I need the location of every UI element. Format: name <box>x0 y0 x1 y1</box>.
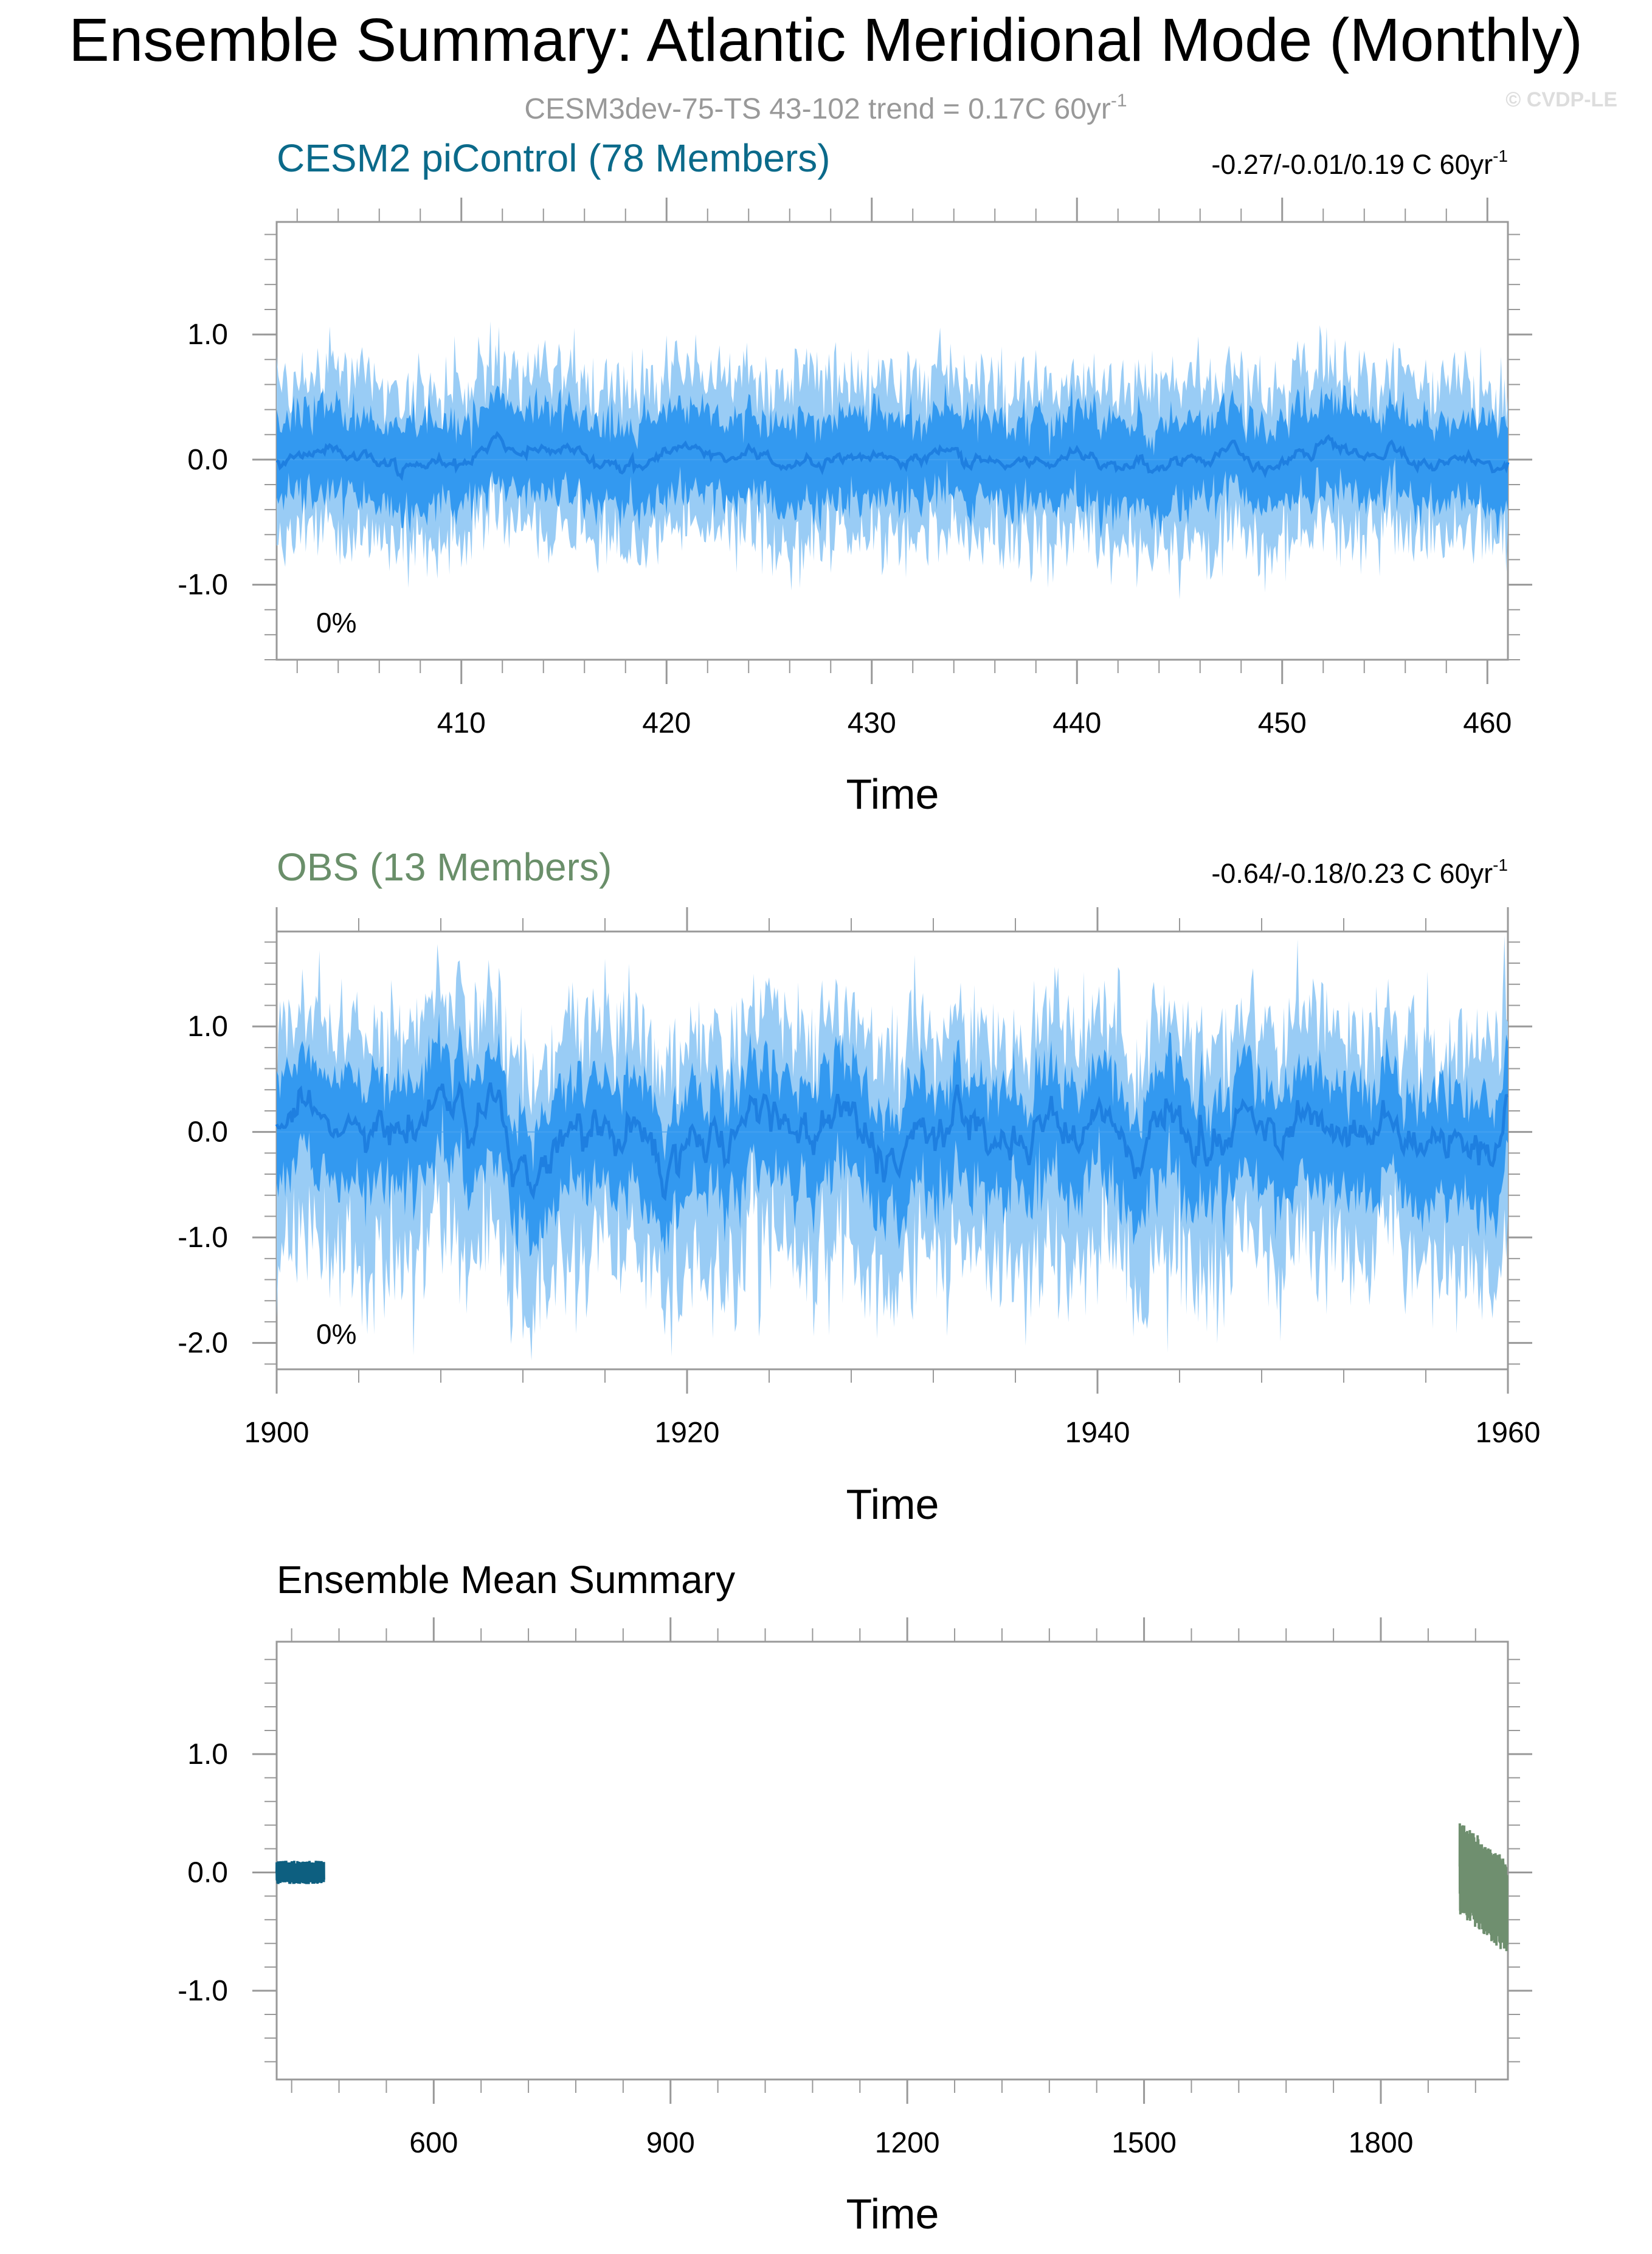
x-tick-label: 1960 <box>1476 1417 1541 1449</box>
y-tick-label: 1.0 <box>187 1738 228 1771</box>
x-tick-label: 1900 <box>244 1417 309 1449</box>
plot-area: -1.0 0.0 1.0 600 900 1200 1500 1800 <box>178 1617 1532 2159</box>
percent-label: 0% <box>316 1318 356 1350</box>
x-tick-label: 1800 <box>1349 2127 1414 2159</box>
x-tick-label: 440 <box>1052 707 1101 739</box>
inner-range-band <box>277 1013 1508 1257</box>
subtitle-text: CESM3dev-75-TS 43-102 trend = 0.17C 60yr <box>524 93 1111 125</box>
subtitle-sup: -1 <box>1111 91 1127 111</box>
x-tick-label: 1920 <box>655 1417 720 1449</box>
y-tick-label: 0.0 <box>187 444 228 476</box>
watermark: © CVDP-LE <box>1505 88 1617 111</box>
x-axis-label: Time <box>846 1481 939 1528</box>
x-tick-label: 410 <box>437 707 486 739</box>
panel-title: OBS (13 Members) <box>277 845 612 889</box>
y-tick-label: -2.0 <box>178 1327 228 1360</box>
panel-title: Ensemble Mean Summary <box>277 1558 735 1602</box>
trend-sup: -1 <box>1493 147 1508 165</box>
panel-ensemble-mean-summary: Ensemble Mean Summary -1.0 0.0 1.0 600 900 12… <box>178 1558 1532 2238</box>
percent-label: 0% <box>316 607 356 638</box>
y-tick-label: 1.0 <box>187 1011 228 1043</box>
panel-obs: OBS (13 Members) -0.64/-0.18/0.23 C 60yr… <box>178 845 1540 1528</box>
y-tick-label: 0.0 <box>187 1116 228 1149</box>
trend-label: -0.27/-0.01/0.19 C 60yr-1 <box>1211 147 1508 180</box>
x-tick-label: 420 <box>642 707 691 739</box>
x-axis-label: Time <box>846 2190 939 2238</box>
inner-range-band <box>277 382 1508 539</box>
plot-frame <box>275 1640 1509 2081</box>
ensemble-mean-line <box>275 430 1510 482</box>
y-tick-label: 0.0 <box>187 1856 228 1889</box>
panel-title: CESM2 piControl (78 Members) <box>277 136 831 180</box>
x-tick-label: 460 <box>1463 707 1512 739</box>
trend-sup: -1 <box>1493 856 1508 874</box>
x-tick-label: 450 <box>1258 707 1307 739</box>
obs-mean-line <box>1458 1823 1509 1951</box>
y-tick-label: -1.0 <box>178 1222 228 1254</box>
trend-label: -0.64/-0.18/0.23 C 60yr-1 <box>1211 856 1508 889</box>
ensemble-mean-line <box>275 1080 1509 1201</box>
y-tick-label: 1.0 <box>187 319 228 351</box>
plot-area: -2.0 -1.0 0.0 1.0 1900 1920 1940 1960 <box>178 907 1540 1449</box>
x-axis-label: Time <box>846 770 939 818</box>
trend-text: -0.64/-0.18/0.23 C 60yr <box>1211 858 1493 889</box>
figure-title: Ensemble Summary: Atlantic Meridional Mo… <box>69 6 1583 74</box>
x-tick-label: 900 <box>646 2127 695 2159</box>
panel-cesm2-picontrol: CESM2 piControl (78 Members) -0.27/-0.01… <box>178 136 1532 818</box>
x-tick-label: 430 <box>848 707 896 739</box>
y-tick-label: -1.0 <box>178 569 228 601</box>
x-tick-label: 1200 <box>875 2127 940 2159</box>
x-tick-label: 600 <box>409 2127 458 2159</box>
x-tick-label: 1500 <box>1111 2127 1177 2159</box>
x-tick-label: 1940 <box>1065 1417 1130 1449</box>
trend-text: -0.27/-0.01/0.19 C 60yr <box>1211 149 1493 180</box>
cesm2-mean-line <box>275 1861 325 1884</box>
figure-subtitle: CESM3dev-75-TS 43-102 trend = 0.17C 60yr… <box>524 91 1127 125</box>
plot-area: -1.0 0.0 1.0 410 420 430 440 450 460 <box>178 198 1532 739</box>
y-tick-label: -1.0 <box>178 1975 228 2007</box>
